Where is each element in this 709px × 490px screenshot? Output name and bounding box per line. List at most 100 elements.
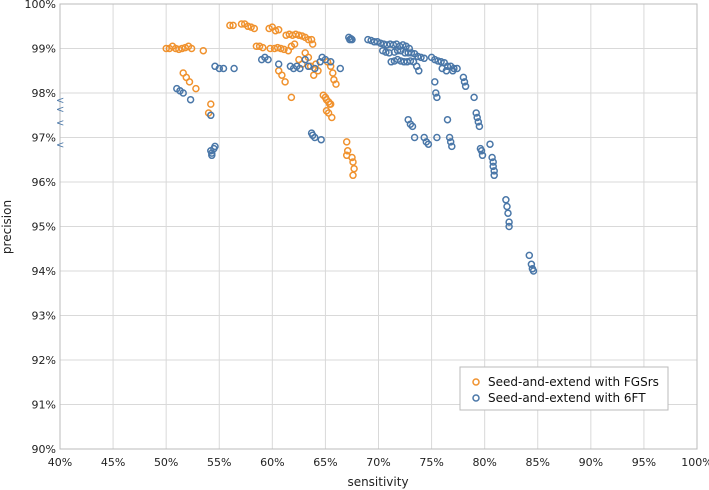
y-tick-label: 97% (32, 132, 56, 145)
data-point (186, 95, 195, 104)
data-point (311, 133, 319, 142)
y-tick-label: 100% (25, 0, 56, 11)
data-point (250, 24, 259, 33)
data-point (266, 44, 274, 53)
data-point (505, 218, 513, 226)
data-point (478, 151, 487, 160)
data-point (443, 115, 452, 124)
data-point (211, 142, 219, 151)
x-axis-title: sensitivity (347, 475, 408, 489)
legend-marker-fgsrs (472, 378, 480, 386)
data-point (329, 69, 337, 77)
data-point (431, 78, 439, 86)
data-point (336, 64, 345, 73)
data-point (490, 171, 498, 180)
data-point (349, 171, 357, 180)
y-tick-label: 98% (32, 87, 56, 100)
data-point (162, 44, 170, 53)
out-of-range-marker: < (56, 118, 64, 129)
data-point (230, 64, 238, 73)
y-tick-label: 92% (32, 354, 56, 367)
data-point (433, 133, 441, 142)
data-point (461, 82, 470, 91)
data-point (259, 43, 267, 52)
data-point (472, 109, 480, 117)
data-point (348, 35, 356, 44)
out-of-range-marker: < (56, 96, 64, 107)
data-point (448, 142, 456, 151)
data-point (486, 140, 494, 148)
legend-label-6ft: Seed-and-extend with 6FT (488, 391, 646, 405)
data-point (290, 40, 299, 48)
x-tick-label: 45% (101, 456, 125, 469)
data-point (489, 162, 497, 171)
x-tick-label: 95% (632, 456, 656, 469)
y-axis-title: precision (0, 200, 14, 254)
data-point (432, 89, 440, 97)
data-point (488, 153, 496, 162)
y-tick-label: 99% (32, 43, 56, 56)
data-point (215, 64, 224, 73)
data-point (281, 78, 289, 86)
data-point (437, 58, 445, 66)
series-6ft (173, 33, 538, 275)
data-point (420, 54, 428, 63)
data-point (407, 49, 416, 57)
legend-label-fgsrs: Seed-and-extend with FGSrs (488, 375, 659, 389)
x-tick-label: 70% (366, 456, 390, 469)
data-point (490, 167, 498, 175)
data-point (503, 202, 511, 211)
out-of-range-marker: < (56, 105, 64, 116)
data-point (328, 113, 336, 122)
data-point (445, 133, 454, 142)
data-point (410, 133, 419, 142)
legend-marker-6ft (472, 394, 480, 402)
data-point (304, 62, 313, 71)
legend-box (459, 366, 669, 411)
data-point (307, 35, 316, 44)
data-point (505, 222, 513, 231)
data-point (477, 147, 486, 155)
series-fgsrs (162, 20, 358, 180)
data-point (291, 30, 300, 39)
y-tick-label: 91% (32, 399, 56, 412)
data-point (387, 58, 395, 66)
data-point (449, 67, 457, 75)
x-tick-label: 55% (207, 456, 231, 469)
data-point (192, 84, 200, 93)
data-point (274, 26, 283, 34)
data-point (326, 62, 335, 71)
data-point (274, 60, 283, 68)
data-point (364, 35, 372, 44)
y-tick-label: 96% (32, 176, 56, 189)
data-point (415, 67, 423, 75)
data-point (502, 196, 510, 204)
data-point (278, 71, 286, 79)
data-point (296, 64, 304, 73)
data-point (208, 151, 216, 160)
data-point (475, 122, 484, 131)
data-point (460, 78, 469, 86)
data-point (382, 48, 390, 56)
data-point (309, 71, 318, 79)
data-point (527, 260, 536, 269)
data-point (244, 22, 252, 31)
data-point (408, 122, 417, 131)
data-point (311, 64, 319, 73)
data-point (504, 209, 512, 217)
y-tick-label: 95% (32, 221, 56, 234)
data-point (219, 64, 228, 73)
data-point (175, 45, 183, 54)
data-point (474, 118, 483, 126)
data-series (162, 20, 538, 275)
data-point (271, 26, 280, 35)
x-tick-label: 80% (472, 456, 496, 469)
data-point (229, 21, 237, 30)
x-tick-label: 90% (579, 456, 603, 469)
data-point (308, 40, 317, 48)
x-axis-ticks: 40% 45% 50% 55% 60% 65% 70% 75% 80% 85% 90% 95% 100% (48, 456, 709, 469)
data-point (376, 39, 385, 47)
data-point (332, 80, 340, 88)
data-point (470, 93, 478, 102)
